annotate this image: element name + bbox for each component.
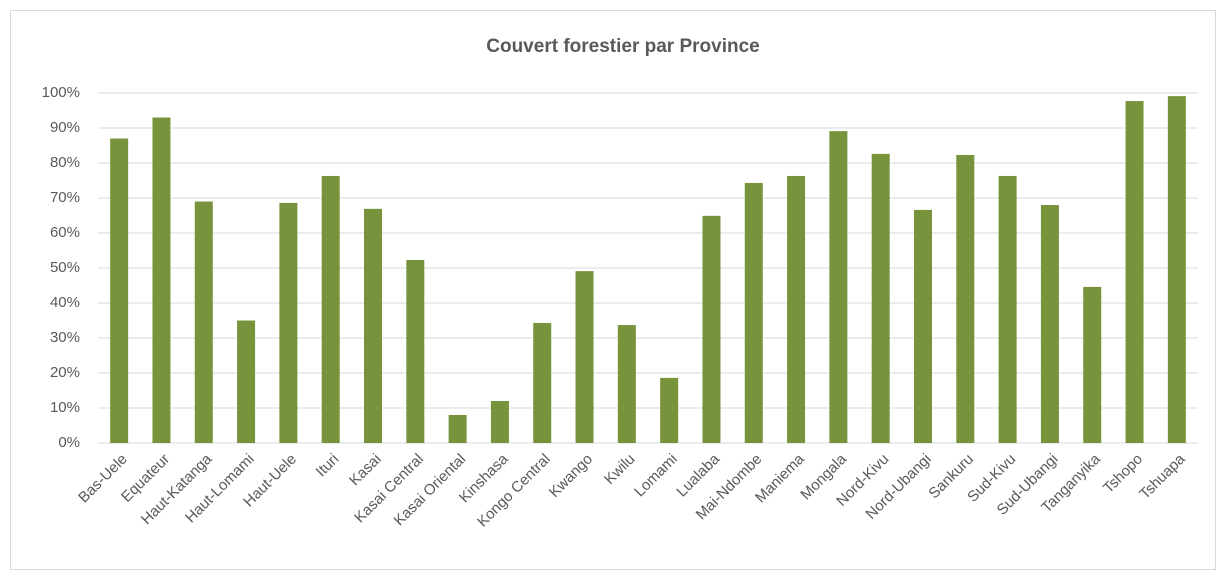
bar [490,401,509,443]
y-tick-label: 90% [50,119,80,136]
bar [406,259,425,443]
y-tick-label: 60% [50,224,80,241]
bar [237,320,256,443]
bar [321,175,340,443]
bar [787,175,806,443]
bar [956,154,975,443]
bar [914,209,932,443]
bar [744,182,763,443]
bar [1125,101,1144,444]
bar [448,415,467,443]
y-tick-label: 70% [50,189,80,206]
y-tick-label: 30% [50,329,80,346]
bar [1040,205,1059,443]
y-tick-label: 0% [58,434,80,451]
y-tick-label: 20% [50,364,80,381]
y-tick-label: 100% [42,84,80,101]
bar [660,377,679,443]
bar [871,153,890,443]
bar [364,208,382,443]
y-tick-label: 10% [50,399,80,416]
bar [110,138,129,443]
bar [1083,286,1102,443]
bar [617,325,636,443]
bar [1167,96,1186,444]
y-tick-label: 80% [50,154,80,171]
bar [279,202,298,443]
y-tick-label: 50% [50,259,80,276]
y-tick-label: 40% [50,294,80,311]
chart-title: Couvert forestier par Province [486,36,759,57]
bar [533,322,552,443]
bar [998,175,1017,443]
bar [152,117,171,443]
bar [829,131,848,443]
bar [702,215,721,443]
bar [575,271,594,443]
bar [194,201,213,443]
